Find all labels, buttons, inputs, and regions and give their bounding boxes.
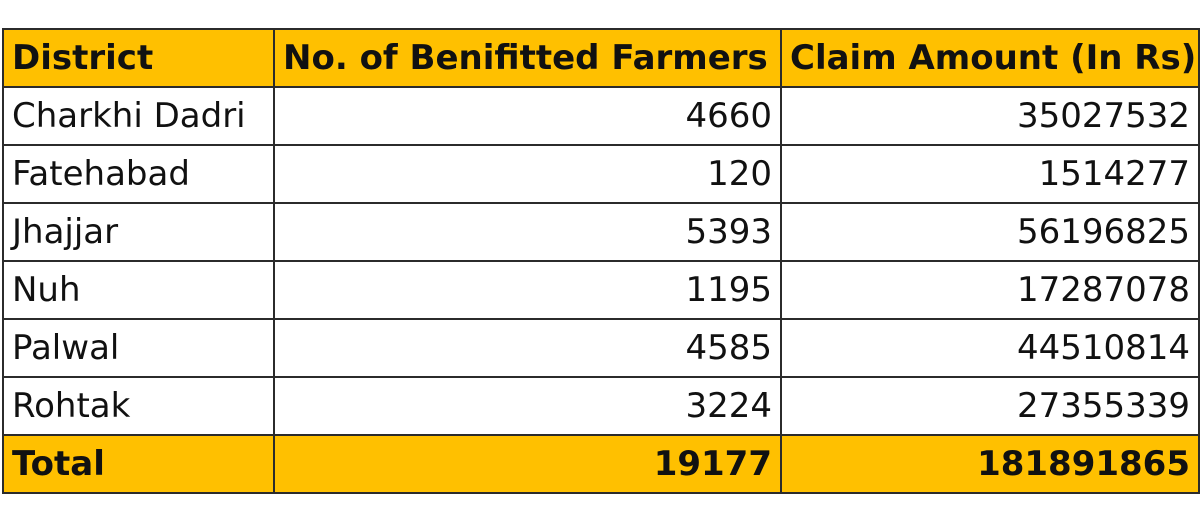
- district-cell: Charkhi Dadri: [2, 86, 275, 146]
- table-row: Palwal 4585 44510814: [2, 318, 1200, 378]
- header-row: District No. of Benifitted Farmers Claim…: [2, 28, 1200, 88]
- farmers-cell: 4585: [273, 318, 782, 378]
- farmers-cell: 3224: [273, 376, 782, 436]
- district-claims-table: District No. of Benifitted Farmers Claim…: [2, 28, 1200, 494]
- total-farmers: 19177: [273, 434, 782, 494]
- claim-cell: 17287078: [780, 260, 1200, 320]
- table-row: Jhajjar 5393 56196825: [2, 202, 1200, 262]
- district-cell: Jhajjar: [2, 202, 275, 262]
- claim-cell: 1514277: [780, 144, 1200, 204]
- table-row: Rohtak 3224 27355339: [2, 376, 1200, 436]
- claim-cell: 44510814: [780, 318, 1200, 378]
- farmers-cell: 4660: [273, 86, 782, 146]
- header-district: District: [2, 28, 275, 88]
- claim-cell: 35027532: [780, 86, 1200, 146]
- header-claim-amount: Claim Amount (In Rs): [780, 28, 1200, 88]
- total-claim: 181891865: [780, 434, 1200, 494]
- header-benefitted-farmers: No. of Benifitted Farmers: [273, 28, 782, 88]
- district-cell: Rohtak: [2, 376, 275, 436]
- table-row: Fatehabad 120 1514277: [2, 144, 1200, 204]
- district-cell: Fatehabad: [2, 144, 275, 204]
- claim-cell: 27355339: [780, 376, 1200, 436]
- total-row: Total 19177 181891865: [2, 434, 1200, 494]
- table-row: Nuh 1195 17287078: [2, 260, 1200, 320]
- district-cell: Nuh: [2, 260, 275, 320]
- farmers-cell: 120: [273, 144, 782, 204]
- district-cell: Palwal: [2, 318, 275, 378]
- district-claims-table-wrapper: District No. of Benifitted Farmers Claim…: [2, 28, 1200, 494]
- farmers-cell: 1195: [273, 260, 782, 320]
- total-label: Total: [2, 434, 275, 494]
- claim-cell: 56196825: [780, 202, 1200, 262]
- farmers-cell: 5393: [273, 202, 782, 262]
- table-row: Charkhi Dadri 4660 35027532: [2, 86, 1200, 146]
